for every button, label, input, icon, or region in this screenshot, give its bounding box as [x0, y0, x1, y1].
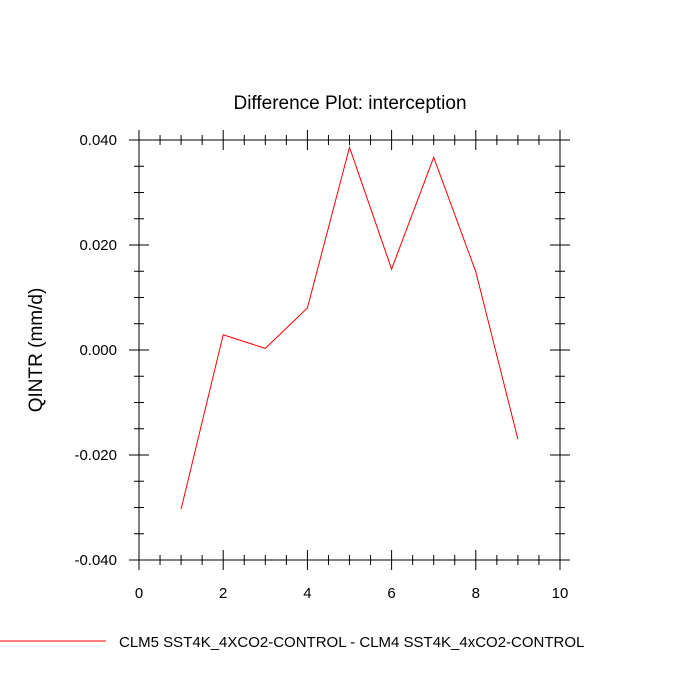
y-tick-label: 0.000 — [79, 342, 117, 359]
x-tick-label: 0 — [135, 585, 143, 602]
chart-title: Difference Plot: interception — [233, 93, 466, 114]
axis-ticks — [129, 130, 570, 570]
y-tick-label: 0.040 — [79, 132, 117, 149]
series-line-0 — [180, 145, 519, 510]
y-tick-label: -0.020 — [74, 447, 117, 464]
x-tick-label: 8 — [472, 585, 480, 602]
series-layer — [180, 145, 519, 510]
y-tick-label: -0.040 — [74, 552, 117, 569]
axis-tick-labels: 0 2 4 6 8 10 -0.040 -0.020 0.000 0.020 0.040 — [74, 132, 568, 602]
legend: CLM5 SST4K_4XCO2-CONTROL - CLM4 SST4K_4x… — [0, 634, 584, 651]
y-tick-label: 0.020 — [79, 237, 117, 254]
x-tick-label: 6 — [387, 585, 395, 602]
x-tick-label: 2 — [219, 585, 227, 602]
x-tick-label: 4 — [303, 585, 311, 602]
legend-label: CLM5 SST4K_4XCO2-CONTROL - CLM4 SST4K_4x… — [119, 634, 584, 651]
x-tick-label: 10 — [552, 585, 569, 602]
y-axis-title: QINTR (mm/d) — [26, 288, 47, 413]
plot-frame — [138, 139, 561, 561]
